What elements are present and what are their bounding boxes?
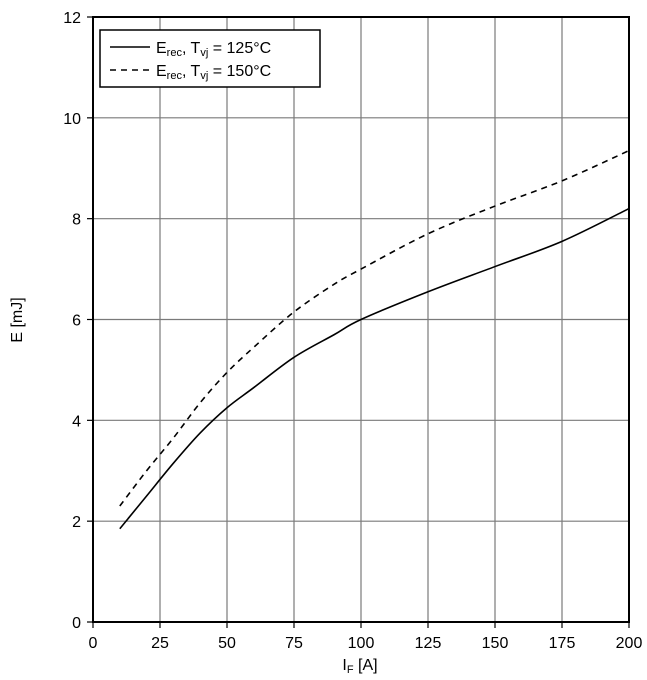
y-axis-label: E [mJ] [9,297,26,342]
y-tick-label: 4 [72,413,81,430]
x-tick-label: 25 [151,635,169,652]
legend-box [99,29,321,88]
y-tick-label: 10 [63,111,81,128]
series-line-150c [119,149,630,507]
x-tick-label: 50 [218,635,236,652]
y-tick-label: 6 [72,313,81,330]
x-tick-label: 75 [285,635,303,652]
y-tick-label: 2 [72,514,81,531]
y-tick-label: 12 [63,10,81,27]
x-tick-label: 125 [415,635,442,652]
x-axis-label-sub: F [347,664,354,676]
series-lines [119,149,630,530]
x-tick-label: 100 [348,635,375,652]
x-tick-label: 0 [89,635,98,652]
x-axis-label-main: I [342,657,346,674]
legend-label-150: Erec, Tvj = 150°C [156,63,271,82]
x-axis-label-unit: [A] [354,657,378,674]
x-tick-label: 150 [482,635,509,652]
x-tick-label: 175 [549,635,576,652]
tick-labels: 0 25 50 75 100 125 150 175 200 0 2 4 6 8 10 12 [63,10,642,652]
y-tick-label: 0 [72,615,81,632]
legend: Erec, Tvj = 125°C Erec, Tvj = 150°C [99,29,321,88]
x-axis-label: IF [A] [342,657,377,676]
series-line-125c [119,207,630,530]
y-tick-label: 8 [72,212,81,229]
x-tick-label: 200 [616,635,643,652]
legend-label-125: Erec, Tvj = 125°C [156,40,271,59]
